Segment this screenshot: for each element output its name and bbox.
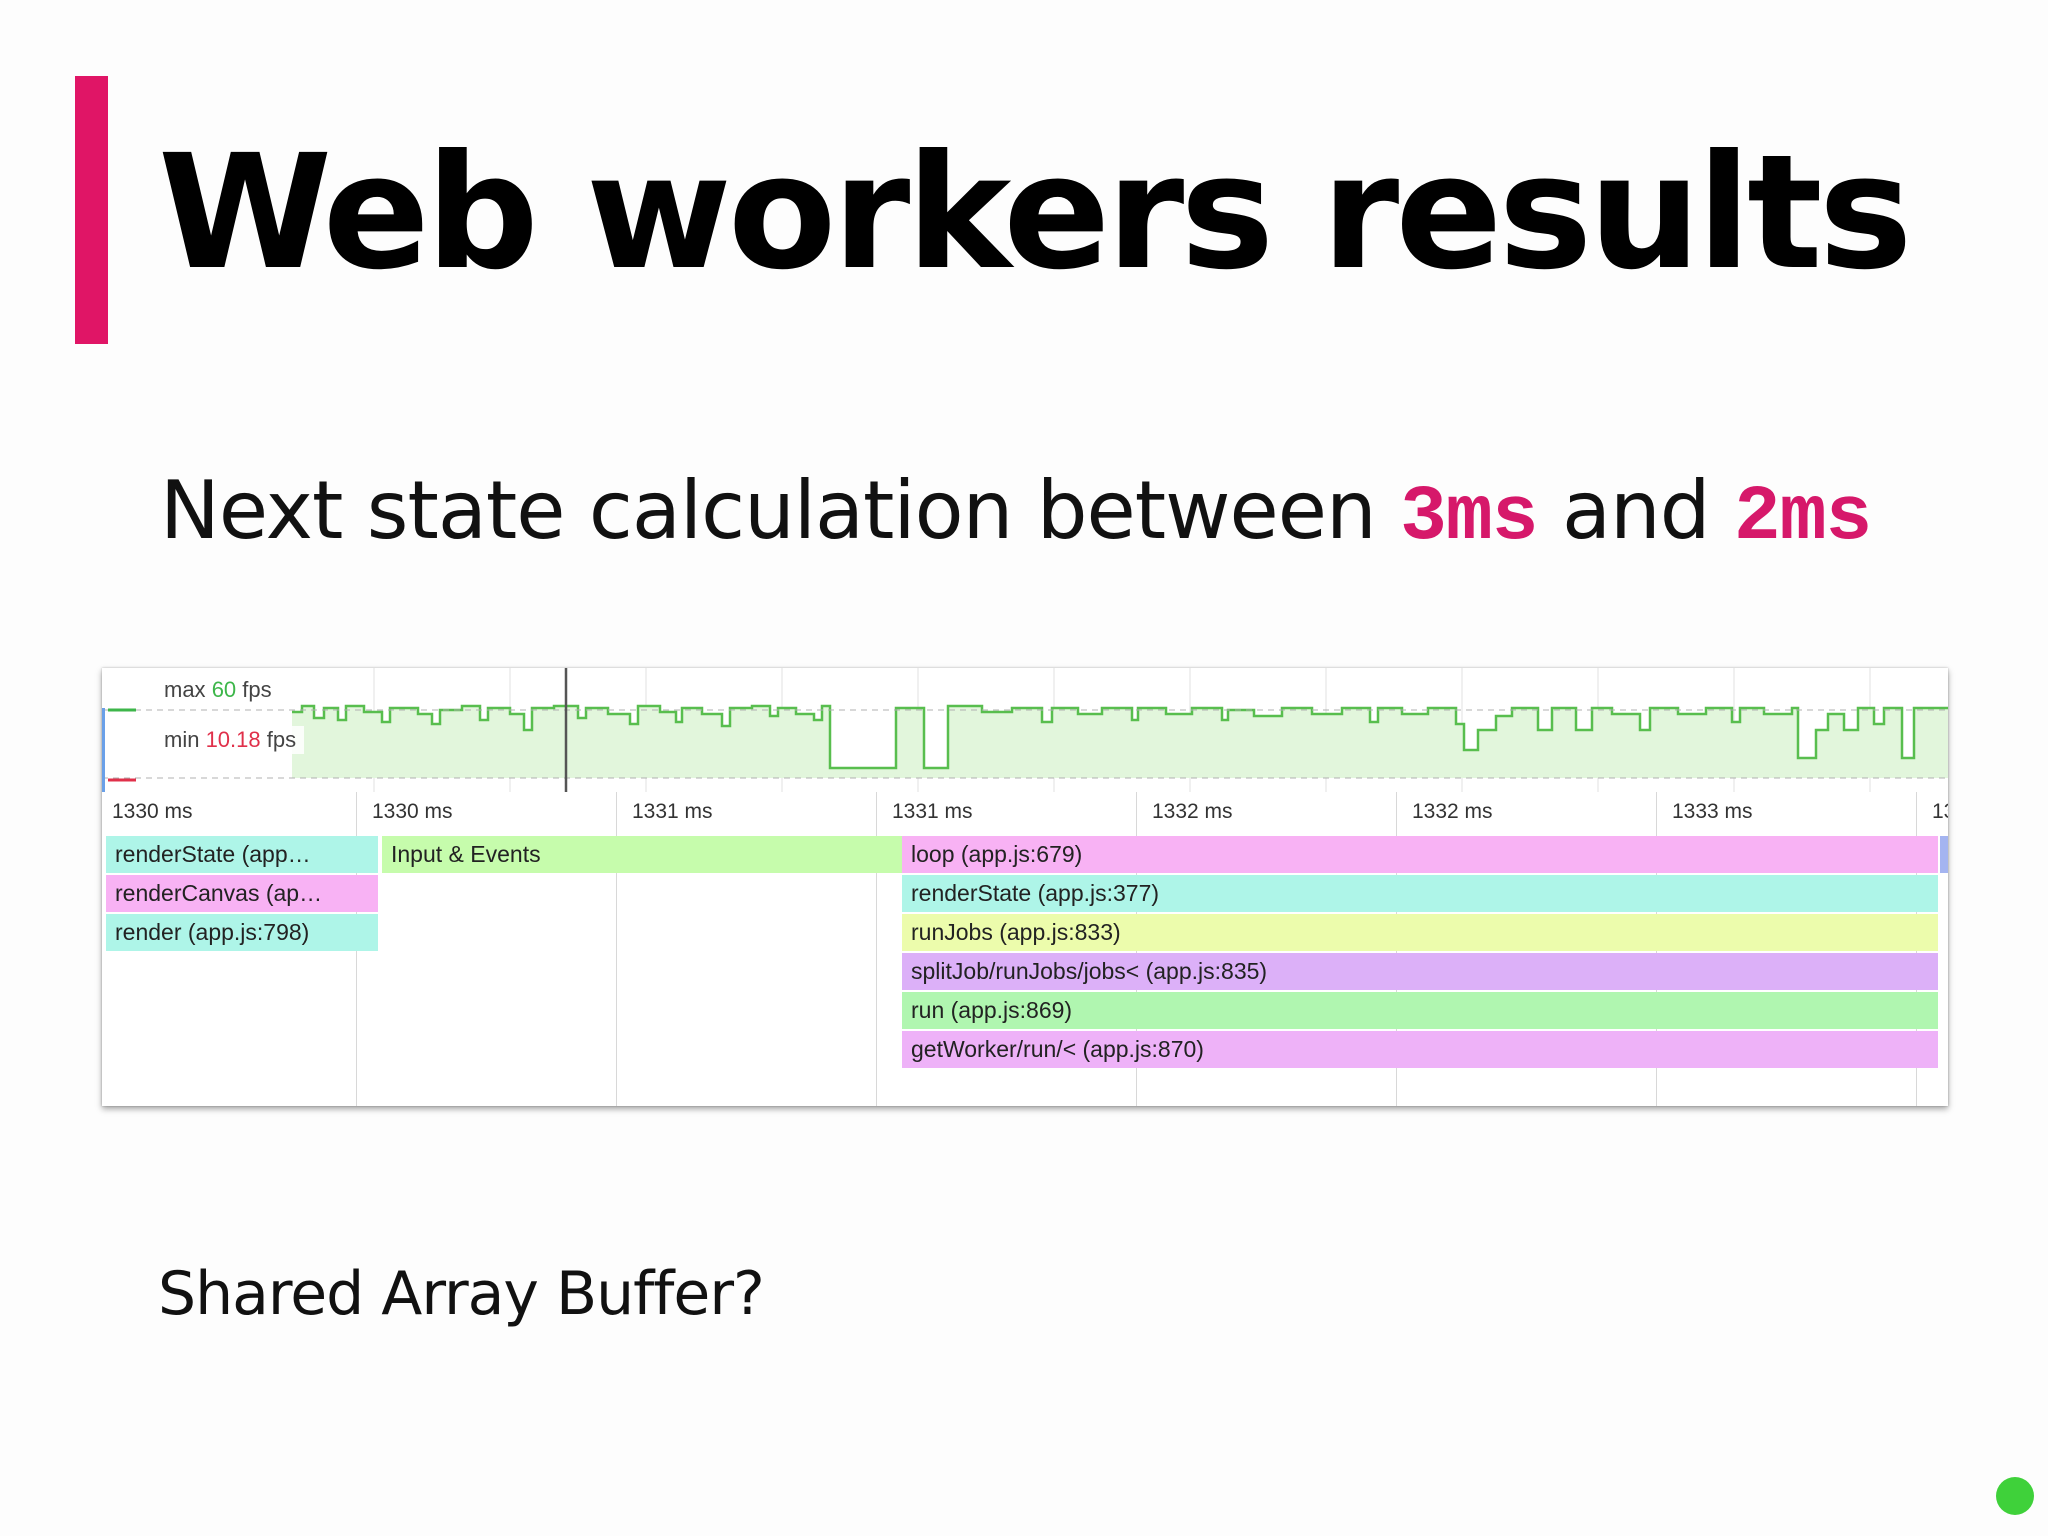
fps-max-label: max 60 fps	[156, 676, 280, 704]
flame-bar[interactable]: getWorker/run/< (app.js:870)	[902, 1031, 1938, 1068]
ruler-tick: 1332 ms	[1152, 800, 1233, 823]
time-ruler: 1330 ms 1330 ms 1331 ms 1331 ms 1332 ms …	[102, 792, 1948, 832]
flame-bar[interactable]: renderCanvas (ap…	[106, 875, 378, 912]
flame-bar[interactable]: runJobs (app.js:833)	[902, 914, 1938, 951]
accent-bar	[75, 76, 108, 344]
slide-title: Web workers results	[158, 121, 1913, 305]
ruler-gridline	[876, 792, 877, 1106]
fps-max-unit: fps	[236, 677, 272, 702]
ruler-tick: 1331 ms	[892, 800, 973, 823]
fps-min-prefix: min	[164, 727, 206, 752]
ruler-tick: 1330 ms	[372, 800, 453, 823]
flame-bar[interactable]: run (app.js:869)	[902, 992, 1938, 1029]
slide-subtitle: Next state calculation between 3ms and 2…	[160, 456, 1872, 573]
flame-bar[interactable]: Input & Events	[382, 836, 902, 873]
fps-min-unit: fps	[260, 727, 297, 752]
fps-min-label: min 10.18 fps	[156, 726, 305, 754]
ruler-tick: 1331 ms	[632, 800, 713, 823]
fps-max-value: 60	[211, 677, 237, 702]
flame-bar[interactable]: renderState (app…	[106, 836, 378, 873]
ruler-tick: 1332 ms	[1412, 800, 1493, 823]
flame-bar[interactable]: loop (app.js:679)	[902, 836, 1938, 873]
ruler-gridline	[616, 792, 617, 1106]
selection-edge	[102, 708, 105, 792]
fps-max-prefix: max	[164, 677, 212, 702]
flame-bar-edge	[1940, 836, 1948, 873]
footnote-text: Shared Array Buffer?	[158, 1259, 765, 1329]
fps-overview-chart	[102, 668, 1948, 792]
flame-bar[interactable]: splitJob/runJobs/jobs< (app.js:835)	[902, 953, 1938, 990]
ruler-tick: 1330 ms	[112, 800, 193, 823]
subtitle-value-2: 2ms	[1733, 474, 1872, 562]
subtitle-prefix: Next state calculation between	[160, 464, 1401, 557]
ruler-tick: 1333 ms	[1672, 800, 1753, 823]
ruler-tick: 13	[1932, 800, 1948, 823]
subtitle-middle: and	[1537, 464, 1734, 557]
subtitle-value-1: 3ms	[1400, 474, 1538, 562]
fps-min-value: 10.18	[205, 727, 261, 752]
profiler-screenshot: max 60 fps min 10.18 fps 1330 ms 1330 ms…	[102, 668, 1948, 1106]
status-indicator-icon	[1996, 1477, 2034, 1515]
flame-bar[interactable]: render (app.js:798)	[106, 914, 378, 951]
flame-bar[interactable]: renderState (app.js:377)	[902, 875, 1938, 912]
